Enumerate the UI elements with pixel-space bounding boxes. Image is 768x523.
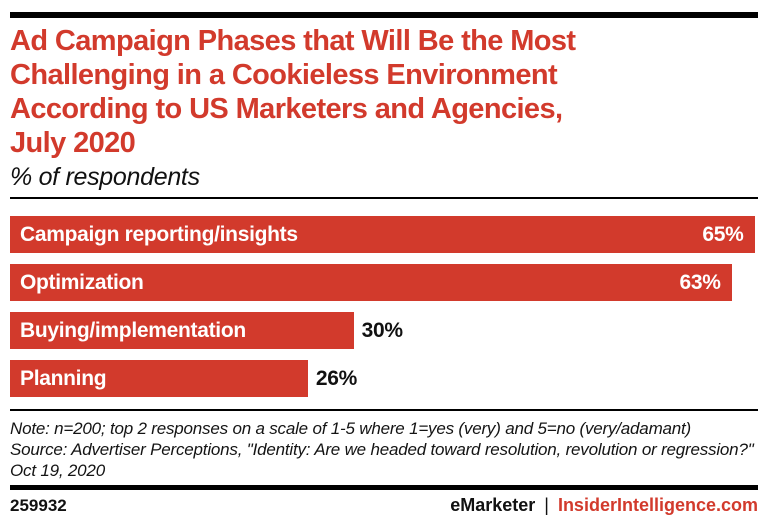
note-text: Note: n=200; top 2 responses on a scale … [10, 419, 692, 438]
bar-value-label: 65% [702, 222, 744, 246]
footer: 259932 eMarketer | InsiderIntelligence.c… [10, 495, 758, 516]
bar-row: Optimization 63% [10, 264, 758, 301]
top-rule [10, 12, 758, 18]
chart-title: Ad Campaign Phases that Will Be the Most… [10, 24, 758, 160]
bar-category-label: Campaign reporting/insights [20, 222, 298, 246]
bar-chart: Campaign reporting/insights 65% Optimizati… [10, 216, 758, 397]
chart-title-line: According to US Marketers and Agencies, [10, 93, 563, 125]
insider-intelligence-url: InsiderIntelligence.com [557, 495, 758, 515]
bar: Planning [10, 360, 308, 397]
bar: Optimization 63% [10, 264, 732, 301]
chart-title-line: Challenging in a Cookieless Environment [10, 59, 558, 91]
chart-title-line: July 2020 [10, 127, 136, 159]
brand-separator: | [544, 495, 549, 515]
bar-row: Buying/implementation 30% [10, 312, 758, 349]
chart-id: 259932 [10, 495, 67, 515]
emarketer-logo: eMarketer [450, 495, 536, 515]
brand-line: eMarketer | InsiderIntelligence.com [450, 495, 758, 516]
bar-category-label: Buying/implementation [20, 318, 246, 342]
footer-rule [10, 485, 758, 490]
footnote: Note: n=200; top 2 responses on a scale … [10, 418, 758, 481]
header-divider [10, 197, 758, 199]
bar: Campaign reporting/insights 65% [10, 216, 755, 253]
chart-page: Ad Campaign Phases that Will Be the Most… [0, 12, 768, 523]
bar-row: Planning 26% [10, 360, 758, 397]
bar-row: Campaign reporting/insights 65% [10, 216, 758, 253]
bar-value-label: 30% [361, 318, 403, 342]
bar: Buying/implementation [10, 312, 354, 349]
bar-value-label: 63% [679, 270, 721, 294]
bar-value-label: 26% [315, 366, 357, 390]
chart-title-line: Ad Campaign Phases that Will Be the Most [10, 25, 576, 57]
bar-category-label: Planning [20, 366, 107, 390]
chart-subtitle: % of respondents [10, 163, 200, 191]
chart-bottom-divider [10, 409, 758, 411]
source-text: Source: Advertiser Perceptions, "Identit… [10, 440, 754, 480]
bar-category-label: Optimization [20, 270, 144, 294]
